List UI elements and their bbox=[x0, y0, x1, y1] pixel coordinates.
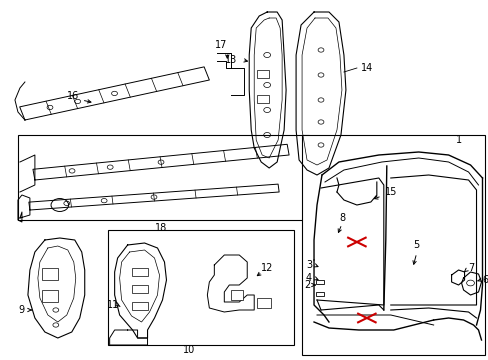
Text: 8: 8 bbox=[338, 213, 345, 223]
Text: 14: 14 bbox=[360, 63, 372, 73]
Bar bbox=[131, 302, 147, 310]
Bar bbox=[42, 268, 58, 280]
Text: 3: 3 bbox=[305, 260, 311, 270]
Bar bbox=[18, 135, 308, 220]
Bar bbox=[257, 70, 268, 78]
Text: 12: 12 bbox=[261, 263, 273, 273]
Text: 13: 13 bbox=[224, 55, 237, 65]
Text: 10: 10 bbox=[183, 345, 195, 355]
Text: 7: 7 bbox=[468, 263, 474, 273]
Bar bbox=[257, 298, 271, 308]
Text: 4: 4 bbox=[305, 273, 311, 283]
Text: 15: 15 bbox=[384, 187, 396, 197]
Text: 16: 16 bbox=[66, 91, 79, 101]
Text: 6: 6 bbox=[482, 275, 488, 285]
Text: 18: 18 bbox=[155, 223, 167, 233]
Bar bbox=[302, 135, 485, 355]
Bar bbox=[42, 290, 58, 302]
Bar bbox=[107, 230, 293, 345]
Text: 2: 2 bbox=[304, 280, 309, 290]
Text: 9: 9 bbox=[19, 305, 25, 315]
Text: 5: 5 bbox=[413, 240, 419, 250]
Bar bbox=[257, 95, 268, 103]
Text: 17: 17 bbox=[215, 40, 227, 50]
Bar bbox=[131, 268, 147, 276]
Text: 1: 1 bbox=[455, 135, 461, 145]
Bar bbox=[131, 285, 147, 293]
Bar bbox=[315, 292, 323, 296]
Bar bbox=[315, 280, 323, 284]
Bar bbox=[231, 290, 243, 300]
Text: 11: 11 bbox=[106, 300, 119, 310]
